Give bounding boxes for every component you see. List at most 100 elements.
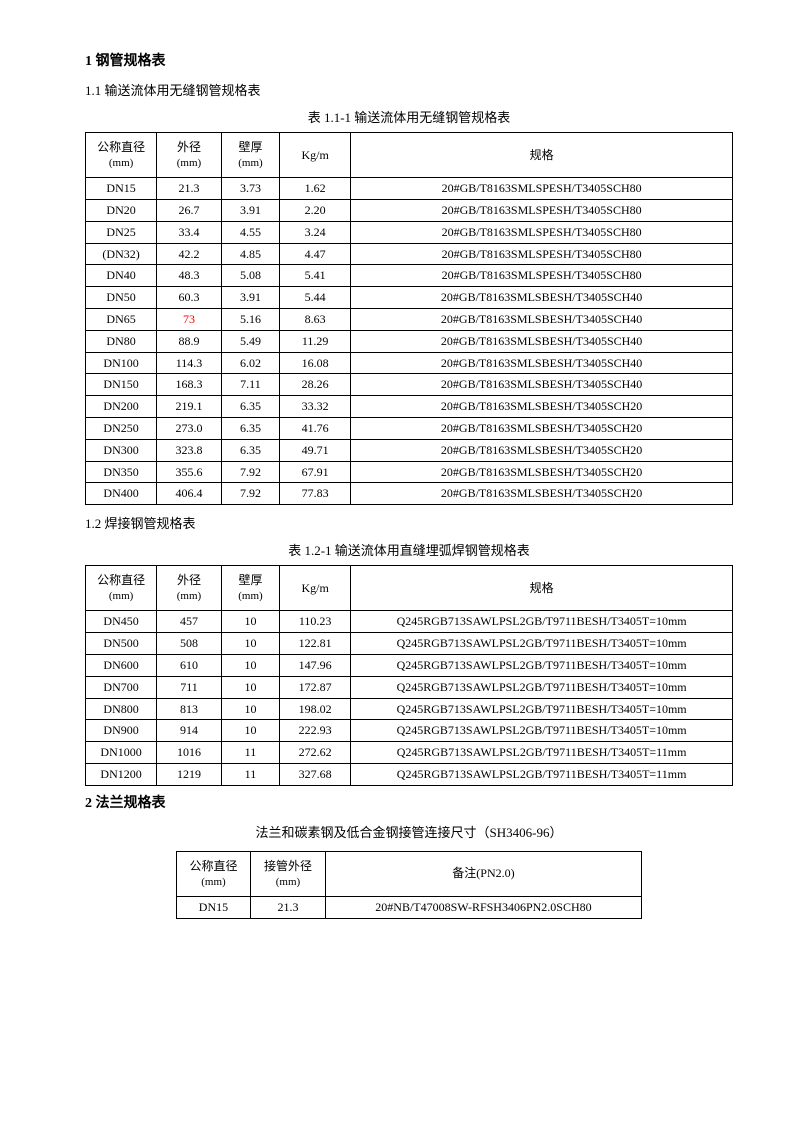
table-cell: 457 <box>157 611 222 633</box>
table-cell: 6.35 <box>221 396 279 418</box>
table-cell: 42.2 <box>157 243 222 265</box>
table-cell: DN65 <box>86 308 157 330</box>
table-cell: 73 <box>157 308 222 330</box>
table-cell: 20#GB/T8163SMLSPESH/T3405SCH80 <box>351 221 733 243</box>
col-weight: Kg/m <box>280 566 351 611</box>
section-1-title: 1 钢管规格表 <box>85 50 733 70</box>
table-row: DN60061010147.96Q245RGB713SAWLPSL2GB/T97… <box>86 654 733 676</box>
table-row: DN1521.320#NB/T47008SW-RFSH3406PN2.0SCH8… <box>176 896 642 918</box>
col-note: 备注(PN2.0) <box>325 851 642 896</box>
table-cell: 3.73 <box>221 178 279 200</box>
table-cell: Q245RGB713SAWLPSL2GB/T9711BESH/T3405T=10… <box>351 633 733 655</box>
table-cell: 272.62 <box>280 742 351 764</box>
table-cell: DN15 <box>86 178 157 200</box>
table-cell: 20#GB/T8163SMLSPESH/T3405SCH80 <box>351 199 733 221</box>
section-1-2-title: 1.2 焊接钢管规格表 <box>85 513 733 532</box>
table-row: DN1521.33.731.6220#GB/T8163SMLSPESH/T340… <box>86 178 733 200</box>
table-cell: 21.3 <box>251 896 325 918</box>
table-cell: DN500 <box>86 633 157 655</box>
header-unit: (mm) <box>225 156 276 171</box>
table-cell: 1219 <box>157 763 222 785</box>
table-cell: 711 <box>157 676 222 698</box>
table-cell: 10 <box>221 611 279 633</box>
header-unit: (mm) <box>254 875 321 890</box>
table-cell: DN1000 <box>86 742 157 764</box>
table-cell: DN150 <box>86 374 157 396</box>
table-cell: 222.93 <box>280 720 351 742</box>
col-nominal-diameter: 公称直径 (mm) <box>176 851 250 896</box>
table-row: DN300323.86.3549.7120#GB/T8163SMLSBESH/T… <box>86 439 733 461</box>
header-unit: (mm) <box>89 589 153 604</box>
col-weight: Kg/m <box>280 133 351 178</box>
table-row: DN5060.33.915.4420#GB/T8163SMLSBESH/T340… <box>86 287 733 309</box>
table-cell: 20#GB/T8163SMLSBESH/T3405SCH40 <box>351 352 733 374</box>
table-cell: 5.08 <box>221 265 279 287</box>
col-pipe-outer-diameter: 接管外径 (mm) <box>251 851 325 896</box>
table-row: DN65735.168.6320#GB/T8163SMLSBESH/T3405S… <box>86 308 733 330</box>
col-outer-diameter: 外径 (mm) <box>157 133 222 178</box>
table-cell: DN600 <box>86 654 157 676</box>
table-cell: 28.26 <box>280 374 351 396</box>
header-unit: (mm) <box>160 589 218 604</box>
table-cell: 1016 <box>157 742 222 764</box>
table-cell: (DN32) <box>86 243 157 265</box>
table-cell: 10 <box>221 720 279 742</box>
table-cell: 20#GB/T8163SMLSPESH/T3405SCH80 <box>351 178 733 200</box>
table-cell: 3.91 <box>221 199 279 221</box>
table-cell: DN25 <box>86 221 157 243</box>
table-cell: 10 <box>221 633 279 655</box>
table-cell: DN300 <box>86 439 157 461</box>
header-label: 外径 <box>160 139 218 156</box>
table-cell: 6.35 <box>221 439 279 461</box>
table-cell: 7.11 <box>221 374 279 396</box>
table-cell: 122.81 <box>280 633 351 655</box>
col-wall-thickness: 壁厚 (mm) <box>221 566 279 611</box>
table-row: DN50050810122.81Q245RGB713SAWLPSL2GB/T97… <box>86 633 733 655</box>
table-cell: 60.3 <box>157 287 222 309</box>
table-cell: Q245RGB713SAWLPSL2GB/T9711BESH/T3405T=10… <box>351 676 733 698</box>
table-cell: DN350 <box>86 461 157 483</box>
table-row: DN2533.44.553.2420#GB/T8163SMLSPESH/T340… <box>86 221 733 243</box>
table-cell: 4.47 <box>280 243 351 265</box>
table-cell: 168.3 <box>157 374 222 396</box>
table-row: DN8088.95.4911.2920#GB/T8163SMLSBESH/T34… <box>86 330 733 352</box>
table-cell: 508 <box>157 633 222 655</box>
table-row: DN80081310198.02Q245RGB713SAWLPSL2GB/T97… <box>86 698 733 720</box>
table-cell: 5.41 <box>280 265 351 287</box>
table-cell: 11 <box>221 763 279 785</box>
table-cell: 20#GB/T8163SMLSBESH/T3405SCH40 <box>351 287 733 309</box>
header-label: 壁厚 <box>225 139 276 156</box>
table-cell: 67.91 <box>280 461 351 483</box>
table-header-row: 公称直径 (mm) 外径 (mm) 壁厚 (mm) Kg/m 规格 <box>86 133 733 178</box>
table-cell: 48.3 <box>157 265 222 287</box>
table-cell: 20#GB/T8163SMLSPESH/T3405SCH80 <box>351 243 733 265</box>
col-wall-thickness: 壁厚 (mm) <box>221 133 279 178</box>
table-row: DN400406.47.9277.8320#GB/T8163SMLSBESH/T… <box>86 483 733 505</box>
table-cell: 5.49 <box>221 330 279 352</box>
table-cell: 88.9 <box>157 330 222 352</box>
table-cell: Q245RGB713SAWLPSL2GB/T9711BESH/T3405T=10… <box>351 720 733 742</box>
header-unit: (mm) <box>225 589 276 604</box>
table-cell: 610 <box>157 654 222 676</box>
table-cell: 20#NB/T47008SW-RFSH3406PN2.0SCH80 <box>325 896 642 918</box>
table-row: DN1200121911327.68Q245RGB713SAWLPSL2GB/T… <box>86 763 733 785</box>
table-cell: 20#GB/T8163SMLSBESH/T3405SCH40 <box>351 308 733 330</box>
table-2-caption: 法兰和碳素钢及低合金钢接管连接尺寸（SH3406-96） <box>85 822 733 841</box>
table-cell: Q245RGB713SAWLPSL2GB/T9711BESH/T3405T=11… <box>351 763 733 785</box>
table-cell: DN50 <box>86 287 157 309</box>
table-cell: 10 <box>221 698 279 720</box>
col-specification: 规格 <box>351 133 733 178</box>
table-cell: 11 <box>221 742 279 764</box>
table-cell: 49.71 <box>280 439 351 461</box>
header-label: 外径 <box>160 572 218 589</box>
header-label: 公称直径 <box>89 139 153 156</box>
table-1-2: 公称直径 (mm) 外径 (mm) 壁厚 (mm) Kg/m 规格 DN4504… <box>85 565 733 786</box>
table-cell: 3.91 <box>221 287 279 309</box>
header-unit: (mm) <box>89 156 153 171</box>
section-2-title: 2 法兰规格表 <box>85 792 733 812</box>
table-cell: DN40 <box>86 265 157 287</box>
table-cell: 1.62 <box>280 178 351 200</box>
table-row: DN4048.35.085.4120#GB/T8163SMLSPESH/T340… <box>86 265 733 287</box>
table-cell: DN250 <box>86 417 157 439</box>
table-row: DN90091410222.93Q245RGB713SAWLPSL2GB/T97… <box>86 720 733 742</box>
